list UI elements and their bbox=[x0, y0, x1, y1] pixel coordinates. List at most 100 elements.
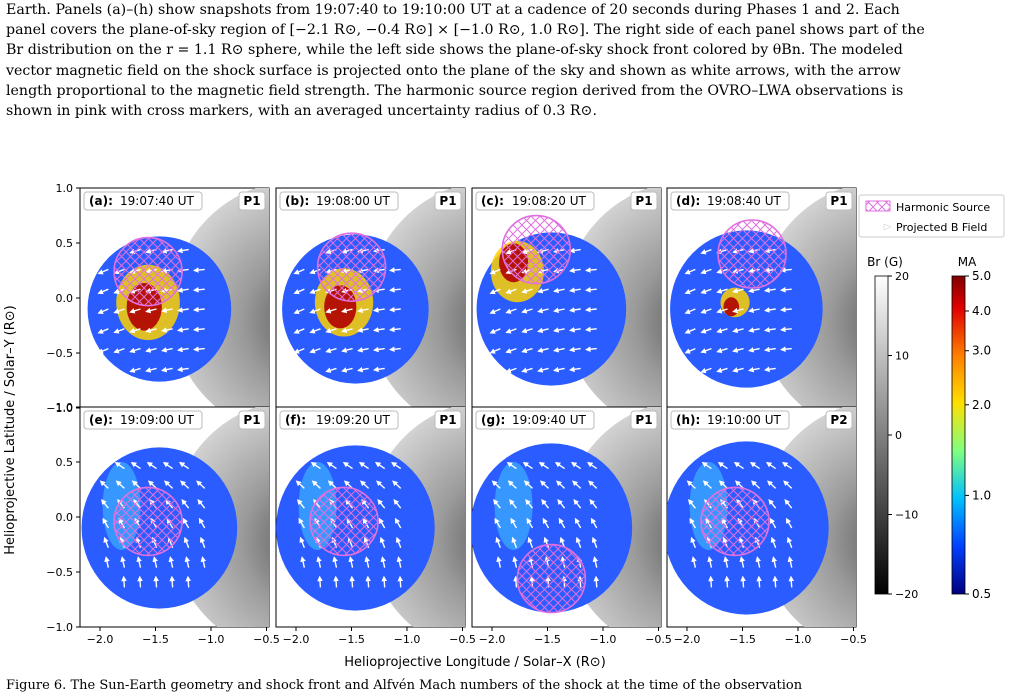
b-field-arrow bbox=[505, 288, 517, 294]
x-tick-label: −1.5 bbox=[534, 633, 561, 646]
b-field-arrow bbox=[131, 480, 141, 489]
x-tick-label: −0.5 bbox=[449, 633, 476, 646]
b-field-arrow bbox=[163, 480, 174, 489]
b-field-arrow bbox=[293, 288, 305, 295]
b-field-arrow bbox=[684, 347, 696, 354]
b-field-arrow bbox=[199, 536, 206, 549]
panel-time-label: (g): 19:09:40 UT bbox=[475, 410, 595, 430]
svg-text:(h):: (h): bbox=[676, 413, 700, 427]
b-field-arrow bbox=[785, 517, 793, 529]
b-field-arrow bbox=[182, 517, 190, 529]
b-field-arrow bbox=[572, 480, 582, 489]
b-field-arrow-icon bbox=[883, 223, 892, 231]
b-field-arrow bbox=[779, 267, 792, 273]
b-field-arrow bbox=[325, 367, 337, 373]
b-field-arrow bbox=[584, 326, 597, 333]
b-field-arrow bbox=[521, 327, 533, 334]
svg-text:19:09:00 UT: 19:09:00 UT bbox=[120, 413, 194, 427]
b-field-arrow bbox=[526, 517, 534, 529]
svg-text:(b):: (b): bbox=[285, 194, 309, 208]
b-field-arrow bbox=[129, 327, 141, 334]
b-field-arrow bbox=[707, 556, 713, 568]
b-field-arrow bbox=[388, 306, 401, 313]
b-field-arrow bbox=[493, 498, 501, 509]
b-field-arrow bbox=[779, 326, 792, 333]
b-field-arrow bbox=[505, 328, 517, 334]
b-field-arrow bbox=[717, 461, 728, 470]
b-field-arrow bbox=[691, 556, 697, 568]
panel-time-label: (e): 19:09:00 UT bbox=[83, 410, 203, 430]
b-field-arrow bbox=[113, 308, 125, 314]
b-field-arrow bbox=[591, 536, 598, 549]
b-field-arrow bbox=[309, 347, 321, 354]
b-field-arrow bbox=[569, 267, 581, 274]
b-field-arrow bbox=[732, 327, 744, 334]
b-field-arrow bbox=[183, 536, 190, 549]
y-tick-label: 1.0 bbox=[56, 401, 74, 414]
b-field-arrow bbox=[700, 308, 712, 314]
caption-line: shown in pink with cross markers, with a… bbox=[6, 103, 597, 120]
panel-time-label: (b): 19:08:00 UT bbox=[279, 191, 399, 211]
svg-text:P2: P2 bbox=[830, 413, 847, 427]
b-field-arrow bbox=[192, 346, 205, 353]
b-field-arrow bbox=[584, 306, 597, 313]
br-colorbar-title: Br (G) bbox=[867, 255, 903, 269]
b-field-arrow bbox=[293, 328, 305, 334]
b-field-arrow bbox=[145, 347, 157, 353]
b-field-arrow bbox=[764, 326, 776, 333]
b-field-arrow bbox=[364, 556, 370, 568]
b-field-arrow bbox=[392, 480, 402, 489]
figure: Helioprojective Latitude / Solar–Y (R⊙) … bbox=[0, 180, 1035, 675]
b-field-arrow bbox=[748, 307, 760, 313]
b-field-arrow bbox=[700, 288, 712, 294]
b-field-arrow bbox=[376, 480, 386, 489]
b-field-arrow bbox=[97, 268, 109, 275]
b-field-arrow bbox=[686, 480, 696, 489]
panel-time-label: (d): 19:08:40 UT bbox=[670, 191, 790, 211]
b-field-arrow bbox=[357, 366, 369, 373]
caption-line: Earth. Panels (a)–(h) show snapshots fro… bbox=[6, 2, 900, 18]
b-field-arrow bbox=[700, 268, 712, 275]
b-field-arrow bbox=[592, 556, 599, 568]
y-tick-label: 1.0 bbox=[56, 182, 74, 195]
br-tick-label: 10 bbox=[895, 350, 909, 363]
b-field-arrow bbox=[509, 498, 517, 509]
panel-phase-badge: P1 bbox=[825, 191, 853, 211]
y-axis-label: Helioprojective Latitude / Solar–Y (R⊙) bbox=[3, 305, 18, 554]
caption-line: panel covers the plane-of-sky region of … bbox=[6, 22, 925, 39]
b-field-arrow bbox=[525, 498, 534, 509]
b-field-arrow bbox=[395, 536, 402, 549]
b-field-arrow bbox=[177, 326, 189, 333]
b-field-arrow bbox=[379, 536, 386, 549]
b-field-arrow bbox=[348, 556, 354, 568]
ma-tick-label: 3.0 bbox=[972, 344, 991, 358]
panel-phase-badge: P2 bbox=[825, 410, 853, 430]
y-tick-label: 0.5 bbox=[56, 237, 74, 250]
b-field-arrow bbox=[523, 480, 533, 489]
svg-text:(e):: (e): bbox=[89, 413, 113, 427]
b-field-arrow bbox=[177, 307, 189, 313]
harmonic-source bbox=[516, 543, 587, 614]
x-tick-label: −1.5 bbox=[729, 633, 756, 646]
y-tick-label: −0.5 bbox=[46, 566, 73, 579]
panel-phase-badge: P1 bbox=[630, 410, 658, 430]
b-field-arrow bbox=[357, 347, 369, 353]
b-field-arrow bbox=[779, 287, 792, 293]
b-field-arrow bbox=[700, 248, 712, 255]
b-field-arrow bbox=[97, 288, 109, 295]
legend: Harmonic Source Projected B Field bbox=[858, 194, 1005, 238]
caption-bottom: Figure 6. The Sun-Earth geometry and sho… bbox=[6, 678, 803, 693]
x-tick-label: −1.0 bbox=[198, 633, 225, 646]
x-tick-label: −0.5 bbox=[253, 633, 280, 646]
svg-text:P1: P1 bbox=[635, 194, 652, 208]
b-field-arrow bbox=[192, 267, 205, 273]
y-tick-label: 0.0 bbox=[56, 511, 74, 524]
b-field-arrow bbox=[539, 480, 550, 489]
svg-text:(d):: (d): bbox=[676, 194, 700, 208]
svg-text:(g):: (g): bbox=[481, 413, 505, 427]
caption-line: length proportional to the magnetic fiel… bbox=[6, 82, 904, 99]
b-field-arrow bbox=[569, 326, 581, 333]
b-field-arrow bbox=[537, 347, 549, 353]
b-field-arrow bbox=[97, 308, 109, 314]
b-field-arrow bbox=[326, 461, 337, 470]
